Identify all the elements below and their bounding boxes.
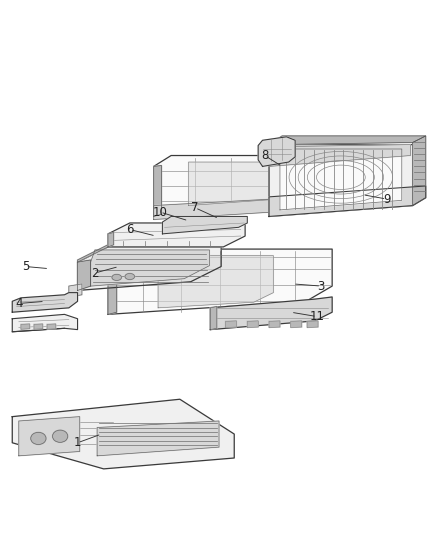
Polygon shape [291, 321, 302, 327]
Polygon shape [108, 249, 332, 314]
Polygon shape [108, 232, 114, 247]
Polygon shape [269, 136, 426, 144]
Polygon shape [269, 186, 426, 216]
Polygon shape [162, 216, 247, 234]
Polygon shape [226, 321, 237, 327]
Text: 9: 9 [383, 192, 390, 206]
Polygon shape [91, 250, 209, 286]
Text: 6: 6 [126, 223, 134, 236]
Polygon shape [247, 321, 258, 327]
Text: 10: 10 [153, 206, 168, 219]
Polygon shape [258, 137, 295, 166]
Polygon shape [210, 306, 217, 329]
Text: 2: 2 [91, 266, 99, 279]
Text: 4: 4 [15, 297, 22, 310]
Ellipse shape [112, 274, 121, 280]
Polygon shape [69, 284, 82, 297]
Polygon shape [154, 166, 162, 216]
Ellipse shape [125, 273, 134, 279]
Polygon shape [78, 247, 221, 290]
Polygon shape [21, 324, 30, 329]
Text: 11: 11 [309, 310, 325, 323]
Text: 8: 8 [261, 149, 268, 162]
Text: 3: 3 [318, 280, 325, 293]
Polygon shape [154, 156, 345, 216]
Polygon shape [210, 297, 332, 329]
Polygon shape [154, 196, 328, 220]
Text: 7: 7 [191, 201, 199, 214]
Polygon shape [269, 144, 410, 166]
Polygon shape [97, 421, 219, 456]
Text: 1: 1 [74, 437, 81, 449]
Polygon shape [108, 260, 117, 314]
Polygon shape [34, 324, 43, 329]
Polygon shape [280, 149, 402, 210]
Polygon shape [78, 260, 91, 290]
Polygon shape [269, 321, 280, 327]
Polygon shape [19, 417, 80, 456]
Ellipse shape [53, 430, 68, 442]
Polygon shape [12, 314, 78, 332]
Ellipse shape [31, 432, 46, 445]
Polygon shape [269, 144, 413, 216]
Polygon shape [47, 324, 56, 329]
Polygon shape [307, 321, 318, 327]
Polygon shape [12, 293, 78, 312]
Polygon shape [108, 223, 245, 247]
Polygon shape [188, 162, 293, 206]
Polygon shape [158, 256, 273, 308]
Polygon shape [78, 245, 108, 262]
Text: 5: 5 [21, 260, 29, 273]
Polygon shape [12, 399, 234, 469]
Polygon shape [413, 136, 426, 206]
